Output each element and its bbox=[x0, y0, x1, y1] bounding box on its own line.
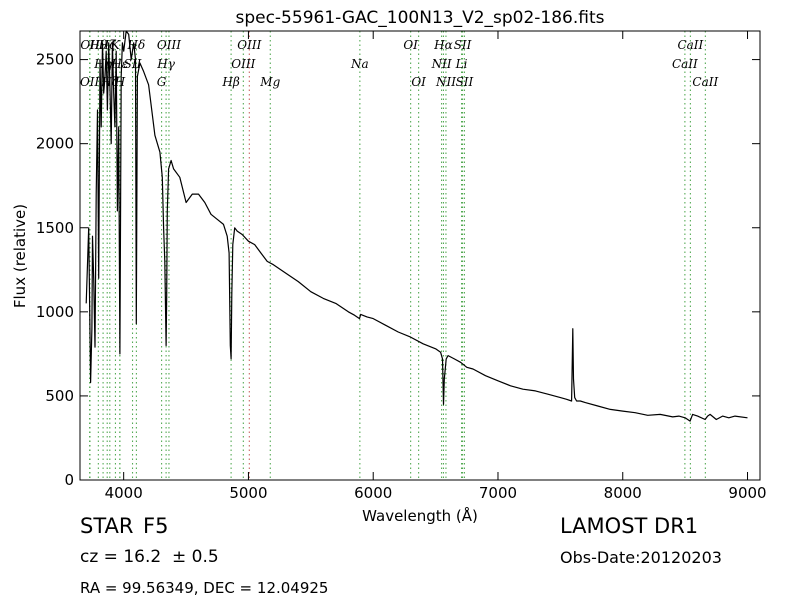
plot-frame bbox=[79, 30, 761, 481]
spectral-line-label: K bbox=[110, 38, 121, 52]
spectral-line-label: OII bbox=[80, 75, 100, 89]
spectral-line-label: OII bbox=[80, 38, 100, 52]
x-tick-label: 6000 bbox=[354, 484, 392, 502]
spectral-line-label: Hα bbox=[433, 38, 453, 52]
spectral-line-label: SII bbox=[456, 75, 474, 89]
axis-ticks: 4000 5000 6000 7000 8000 9000 0 500 1000 1500 2000… bbox=[36, 31, 767, 502]
spectral-line-label: OI bbox=[403, 38, 418, 52]
x-tick-label: 5000 bbox=[229, 484, 267, 502]
spectrum-series-line bbox=[85, 30, 748, 422]
spectral-line-label: OIII bbox=[157, 38, 181, 52]
spectral-line-label: NII bbox=[431, 57, 452, 71]
object-class: STAR bbox=[80, 514, 134, 538]
coordinates: RA = 99.56349, DEC = 12.04925 bbox=[80, 579, 329, 597]
y-tick-label: 2500 bbox=[36, 51, 74, 69]
spectral-line-label: Hγ bbox=[156, 57, 175, 71]
y-tick-label: 1500 bbox=[36, 219, 74, 237]
spectral-line-label: NII bbox=[435, 75, 456, 89]
survey-name: LAMOST DR1 bbox=[560, 514, 699, 538]
redshift-value: cz = 16.2 ± 0.5 bbox=[80, 547, 219, 567]
spectral-line-label: CaII bbox=[677, 38, 703, 52]
y-tick-label: 1000 bbox=[36, 303, 74, 321]
y-tick-label: 500 bbox=[45, 387, 74, 405]
spectral-line-label: OIII bbox=[231, 57, 255, 71]
spectral-line-label: SII bbox=[124, 57, 142, 71]
spectral-line-label: Mg bbox=[259, 75, 280, 89]
spectral-line-label: Hε bbox=[110, 57, 128, 71]
x-tick-label: 7000 bbox=[479, 484, 517, 502]
spectral-line-label: SII bbox=[454, 38, 472, 52]
spectral-line-labels: OIIOIIHθHηHζHζKHεHSIIHδGHγOIIIHβOIIIOIII… bbox=[80, 38, 719, 89]
spectral-line-label: Hδ bbox=[127, 38, 146, 52]
x-axis-label: Wavelength (Å) bbox=[362, 506, 478, 525]
spectral-line-label: Na bbox=[350, 57, 369, 71]
spectral-line-label: Hβ bbox=[221, 75, 239, 89]
x-tick-label: 9000 bbox=[728, 484, 766, 502]
observation-date: Obs-Date:20120203 bbox=[560, 548, 722, 567]
spectral-line-label: Li bbox=[455, 57, 468, 71]
spectral-line-label: CaII bbox=[672, 57, 698, 71]
chart-title: spec-55961-GAC_100N13_V2_sp02-186.fits bbox=[235, 8, 604, 28]
x-tick-label: 4000 bbox=[105, 484, 143, 502]
spectral-line-label: G bbox=[157, 75, 167, 89]
spectral-line-label: OI bbox=[411, 75, 426, 89]
object-subclass: F5 bbox=[143, 514, 169, 538]
x-tick-label: 8000 bbox=[604, 484, 642, 502]
y-tick-label: 0 bbox=[64, 471, 74, 489]
spectral-line-label: OIII bbox=[237, 38, 261, 52]
spectral-line-label: CaII bbox=[692, 75, 718, 89]
y-axis-label: Flux (relative) bbox=[11, 204, 29, 308]
spectral-line-markers bbox=[89, 31, 706, 480]
y-tick-label: 2000 bbox=[36, 135, 74, 153]
